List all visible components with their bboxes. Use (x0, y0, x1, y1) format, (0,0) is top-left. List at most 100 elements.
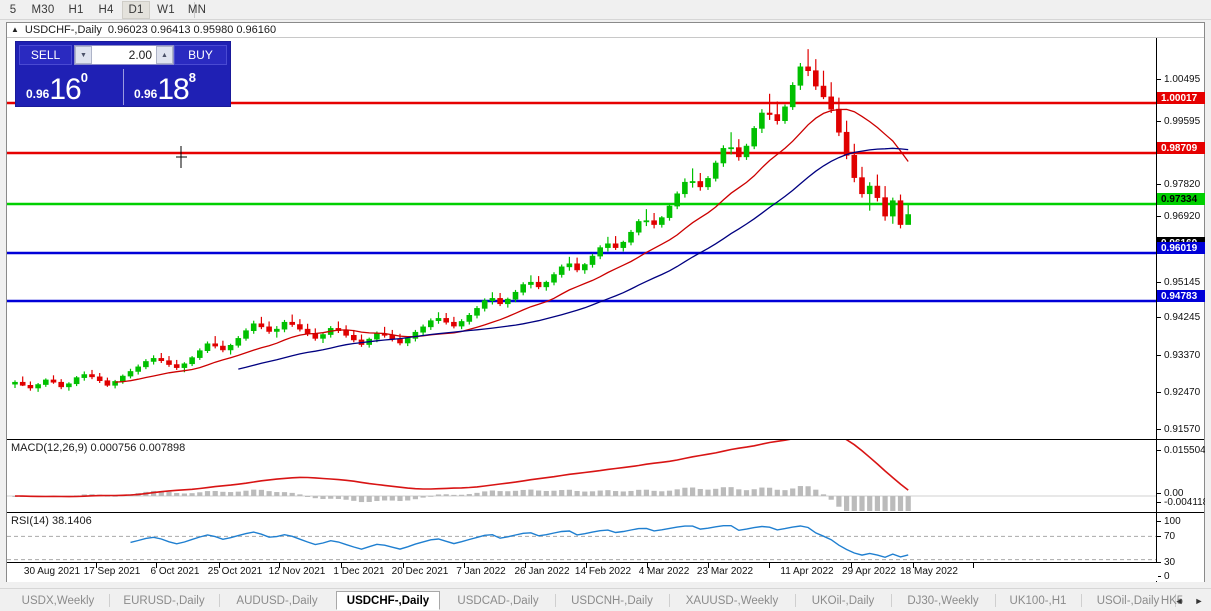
timeframe-m30[interactable]: M30 (31, 4, 55, 16)
price-tick-0.99595: 0.99595 (1157, 116, 1205, 127)
price-tick-0.97334: 0.97334 (1157, 193, 1205, 205)
rsi-tick-30: 30 (1157, 557, 1175, 568)
tab-scroll-left-icon[interactable]: ◄ (1174, 595, 1184, 606)
collapse-caret-icon[interactable]: ▲ (11, 25, 19, 34)
buy-button[interactable]: BUY (174, 45, 227, 65)
symbol-tab-usdcnh--daily[interactable]: USDCNH-,Daily (571, 594, 653, 607)
rsi-tick-100: 100 (1157, 516, 1181, 527)
date-tick-mark (851, 563, 852, 568)
candlestick-svg (7, 49, 1158, 392)
timeframe-toolbar: 5 M30 H1 H4 D1 W1 MN (0, 0, 1211, 20)
price-tick-0.94245: 0.94245 (1157, 312, 1205, 323)
date-tick-mark (647, 563, 648, 568)
date-tick-11-Apr-2022: 11 Apr 2022 (780, 566, 834, 577)
volume-stepper[interactable]: ▼ 2.00 ▲ (74, 45, 174, 65)
quote-divider (123, 69, 124, 105)
chart-window: ▲ USDCHF-,Daily 0.96023 0.96413 0.95980 … (6, 22, 1208, 582)
rsi-svg (7, 525, 1158, 561)
symbol-tab-xauusd--weekly[interactable]: XAUUSD-,Weekly (685, 594, 779, 607)
tab-divider (795, 594, 796, 607)
symbol-tab-eurusd--daily[interactable]: EURUSD-,Daily (123, 594, 205, 607)
tab-divider (109, 594, 110, 607)
macd-tick-0.00: 0.00 (1157, 488, 1183, 499)
tab-divider (891, 594, 892, 607)
date-tick-mark (973, 563, 974, 568)
date-tick-25-Oct-2021: 25 Oct 2021 (207, 566, 263, 577)
tab-divider (995, 594, 996, 607)
timeframe-mn[interactable]: MN (187, 4, 207, 16)
date-tick-mark (708, 563, 709, 568)
symbol-tab-usdx-weekly[interactable]: USDX,Weekly (21, 594, 95, 607)
tab-scroll-right-icon[interactable]: ► (1194, 595, 1204, 606)
timeframe-5[interactable]: 5 (9, 4, 17, 16)
date-axis[interactable]: 30 Aug 2021 17 Sep 2021 6 Oct 2021 25 Oct 2… (7, 562, 1158, 581)
timeframe-w1[interactable]: W1 (157, 4, 175, 16)
date-tick-6-Oct-2021: 6 Oct 2021 (150, 566, 200, 577)
symbol-tab-usdcad--daily[interactable]: USDCAD-,Daily (457, 594, 539, 607)
symbol-tab-usoil--daily[interactable]: USOil-,Daily (1096, 594, 1160, 607)
buy-quote[interactable]: 0.96 18 8 (126, 68, 230, 106)
date-tick-mark (769, 563, 770, 568)
symbol-tab-ukoil--daily[interactable]: UKOil-,Daily (811, 594, 875, 607)
trade-panel-controls: SELL ▼ 2.00 ▲ BUY (16, 42, 230, 68)
macd-pane[interactable]: MACD(12,26,9) 0.000756 0.007898 (7, 439, 1158, 511)
buy-quote-main: 18 (157, 73, 189, 106)
date-tick-mark (341, 563, 342, 568)
price-tick-1.00017: 1.00017 (1157, 92, 1205, 104)
sell-quote-prefix: 0.96 (26, 87, 50, 101)
tab-divider (669, 594, 670, 607)
one-click-trading-panel: SELL ▼ 2.00 ▲ BUY 0.96 16 0 0.96 18 (15, 41, 231, 107)
date-tick-mark (913, 563, 914, 568)
timeframe-d1[interactable]: D1 (122, 1, 150, 19)
date-tick-1-Dec-2021: 1 Dec 2021 (333, 566, 385, 577)
symbol-tab-usdchf--daily[interactable]: USDCHF-,Daily (336, 591, 440, 610)
sell-quote-pipette: 0 (80, 70, 88, 85)
date-tick-23-Mar-2022: 23 Mar 2022 (696, 566, 754, 577)
timeframe-h1[interactable]: H1 (68, 4, 84, 16)
symbol-tab-bar: USDX,Weekly EURUSD-,Daily AUDUSD-,Daily USD… (0, 588, 1211, 611)
timeframe-h4[interactable]: H4 (98, 4, 114, 16)
date-tick-30-Aug-2021: 30 Aug 2021 (23, 566, 81, 577)
symbol-tab-audusd--daily[interactable]: AUDUSD-,Daily (236, 594, 318, 607)
volume-increase-icon[interactable]: ▲ (156, 46, 173, 64)
sell-button[interactable]: SELL (19, 45, 72, 65)
macd-axis: 0.015504 0.00 -0.004118 (1156, 439, 1208, 511)
macd-label: MACD(12,26,9) 0.000756 0.007898 (11, 442, 186, 454)
price-tick-0.95145: 0.95145 (1157, 277, 1205, 288)
price-tick-0.94783: 0.94783 (1157, 290, 1205, 302)
tab-divider (219, 594, 220, 607)
rsi-label: RSI(14) 38.1406 (11, 515, 92, 527)
sell-quote-main: 16 (49, 73, 81, 106)
buy-quote-prefix: 0.96 (134, 87, 158, 101)
date-tick-mark (464, 563, 465, 568)
window-edge (1205, 20, 1211, 582)
date-tick-mark (96, 563, 97, 568)
macd-tick-0.015504: 0.015504 (1157, 445, 1206, 456)
rsi-tick-0: 0 (1157, 571, 1170, 582)
date-tick-mark (403, 563, 404, 568)
volume-decrease-icon[interactable]: ▼ (75, 46, 92, 64)
date-tick-14-Feb-2022: 14 Feb 2022 (574, 566, 632, 577)
symbol-tab-hk5[interactable]: HK5 (1160, 594, 1184, 607)
price-tick-0.92470: 0.92470 (1157, 387, 1205, 398)
rsi-tick-70: 70 (1157, 531, 1175, 542)
sell-quote[interactable]: 0.96 16 0 (18, 68, 122, 106)
toolbar-divider (194, 2, 195, 18)
price-tick-0.93370: 0.93370 (1157, 350, 1205, 361)
trade-panel-quotes: 0.96 16 0 0.96 18 8 (16, 68, 230, 106)
chart-symbol-label: USDCHF-,Daily (24, 24, 102, 36)
date-tick-17-Sep-2021: 17 Sep 2021 (83, 566, 141, 577)
symbol-tab-dj30--weekly[interactable]: DJ30-,Weekly (907, 594, 979, 607)
tab-divider (555, 594, 556, 607)
date-tick-12-Nov-2021: 12 Nov 2021 (268, 566, 326, 577)
price-tick-0.97820: 0.97820 (1157, 179, 1205, 190)
date-tick-mark (219, 563, 220, 568)
symbol-tab-uk100--h1[interactable]: UK100-,H1 (1009, 594, 1067, 607)
price-tick-0.96920: 0.96920 (1157, 211, 1205, 222)
date-tick-26-Jan-2022: 26 Jan 2022 (514, 566, 570, 577)
date-tick-7-Jan-2022: 7 Jan 2022 (456, 566, 506, 577)
date-tick-29-Apr-2022: 29 Apr 2022 (842, 566, 896, 577)
chart-title-bar: ▲ USDCHF-,Daily 0.96023 0.96413 0.95980 … (7, 23, 1204, 38)
volume-input[interactable]: 2.00 (92, 46, 156, 64)
